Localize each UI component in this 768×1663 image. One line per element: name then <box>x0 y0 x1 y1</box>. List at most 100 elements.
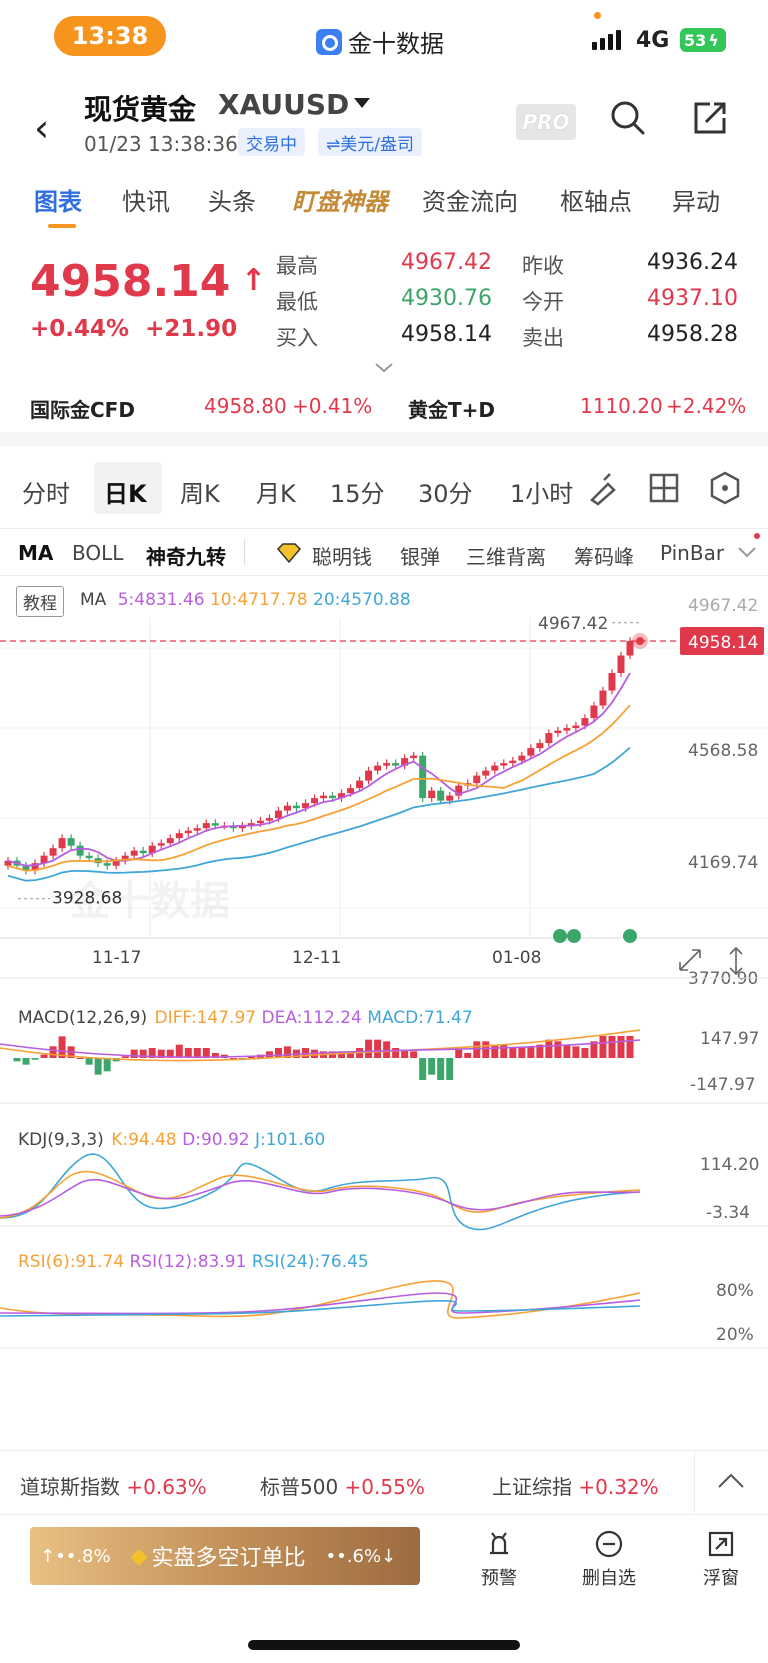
draw-tool-icon[interactable] <box>586 472 620 506</box>
candle <box>31 863 39 871</box>
candle <box>49 848 57 856</box>
indicator-smart-money[interactable]: 聪明钱 <box>312 545 372 569</box>
high-marker: 4967.42 <box>538 614 608 634</box>
ticker-dow[interactable]: 道琼斯指数 +0.63% <box>20 1475 207 1499</box>
candle <box>184 830 192 834</box>
chevron-down-icon[interactable] <box>736 543 758 563</box>
pro-button[interactable]: PRO <box>516 104 576 140</box>
macd-bar <box>22 1058 30 1065</box>
cfd-label[interactable]: 国际金CFD <box>30 398 135 422</box>
ask-value: 4958.28 <box>647 322 738 347</box>
tab-chart[interactable]: 图表 <box>34 188 82 216</box>
period-intraday[interactable]: 分时 <box>22 480 70 508</box>
macd-bar <box>40 1054 48 1058</box>
chart-area[interactable]: 4967.42 4568.58 4169.74 3770.90 4958.14 4967.… <box>0 578 768 1448</box>
expand-chevron-icon[interactable] <box>374 362 394 374</box>
instrument-code[interactable]: XAUUSD <box>218 88 350 121</box>
alert-button[interactable]: 预警 <box>464 1529 534 1590</box>
candle <box>428 790 436 799</box>
quote-datetime: 01/23 13:38:36 <box>84 132 238 156</box>
td-label[interactable]: 黄金T+D <box>408 398 496 422</box>
candle <box>617 655 625 674</box>
signal-icon <box>592 30 621 50</box>
share-icon[interactable] <box>690 98 730 138</box>
macd-bar <box>365 1039 373 1058</box>
candle <box>265 818 273 821</box>
macd-bar <box>202 1048 210 1058</box>
indicator-ma[interactable]: MA <box>18 541 54 565</box>
ticker-sse[interactable]: 上证综指 +0.32% <box>492 1475 659 1499</box>
long-short-ratio-button[interactable]: ↑••.8% ◆ 实盘多空订单比 ••.6%↓ <box>30 1527 420 1585</box>
kdj-d-line <box>0 1178 641 1217</box>
macd-bar <box>58 1036 66 1058</box>
tab-headlines[interactable]: 头条 <box>208 188 256 216</box>
macd-bar <box>518 1048 526 1058</box>
chevron-down-icon[interactable] <box>354 98 370 108</box>
high-label: 最高 <box>276 254 318 278</box>
tab-movement[interactable]: 异动 <box>672 188 720 216</box>
indicator-pinbar[interactable]: PinBar <box>660 541 725 565</box>
candle <box>374 765 382 771</box>
macd-bar <box>347 1051 355 1058</box>
layout-grid-icon[interactable] <box>648 472 680 504</box>
ticker-sp500[interactable]: 标普500 +0.55% <box>260 1475 425 1499</box>
network-type: 4G <box>636 28 670 53</box>
period-daily[interactable]: 日K <box>104 480 147 508</box>
period-30m[interactable]: 30分 <box>418 480 473 508</box>
back-icon[interactable]: ‹ <box>34 106 50 150</box>
macd-bar <box>103 1058 111 1072</box>
candle <box>437 790 445 801</box>
high-value: 4967.42 <box>401 250 492 275</box>
macd-bar <box>626 1036 634 1058</box>
price-change: +0.44% +21.90 <box>30 316 238 342</box>
tutorial-button[interactable]: 教程 <box>16 586 64 617</box>
candle <box>301 803 309 809</box>
indicator-divider <box>244 539 245 565</box>
period-15m[interactable]: 15分 <box>330 480 385 508</box>
settings-hexagon-icon[interactable] <box>708 470 742 506</box>
status-bar: 13:38 金十数据 4G 53 ϟ <box>0 0 768 84</box>
period-selector: 分时 日K 周K 月K 15分 30分 1小时 <box>0 458 768 522</box>
candle <box>139 850 147 854</box>
macd-bar <box>536 1044 544 1058</box>
period-monthly[interactable]: 月K <box>256 480 296 508</box>
watermark: 金十数据 <box>69 879 230 925</box>
indicator-divergence[interactable]: 三维背离 <box>466 545 546 569</box>
search-icon[interactable] <box>608 98 648 138</box>
tab-fund-flow[interactable]: 资金流向 <box>422 188 518 216</box>
open-value: 4937.10 <box>647 286 738 311</box>
tab-pivot[interactable]: 枢轴点 <box>560 188 632 216</box>
cfd-change: +0.41% <box>292 394 373 418</box>
unit-switch[interactable]: ⇌美元/盎司 <box>318 128 422 156</box>
float-window-button[interactable]: 浮窗 <box>686 1529 756 1590</box>
ma5-line <box>7 672 631 867</box>
indicator-td9[interactable]: 神奇九转 <box>146 545 226 569</box>
period-weekly[interactable]: 周K <box>180 480 220 508</box>
candle <box>22 865 30 871</box>
tab-flash[interactable]: 快讯 <box>122 188 170 216</box>
alarm-icon <box>490 1532 508 1555</box>
macd-bar <box>401 1049 409 1058</box>
indicator-chip-peak[interactable]: 筹码峰 <box>574 545 634 569</box>
period-1h[interactable]: 1小时 <box>510 480 574 508</box>
macd-bar <box>157 1049 165 1058</box>
candle <box>310 798 318 804</box>
tab-watch-tool[interactable]: 盯盘神器 <box>292 188 388 216</box>
event-dot <box>623 929 637 943</box>
chevron-up-icon[interactable] <box>716 1471 746 1491</box>
new-dot-badge <box>754 533 760 539</box>
rsi12-line <box>0 1292 641 1315</box>
macd-bar <box>545 1039 553 1058</box>
candle <box>347 788 355 794</box>
indicator-boll[interactable]: BOLL <box>72 541 124 565</box>
macd-bar <box>482 1041 490 1058</box>
candle <box>338 793 346 799</box>
indicator-silver-bullet[interactable]: 银弹 <box>400 545 440 569</box>
rsi-legend: RSI(6):91.74 RSI(12):83.91 RSI(24):76.45 <box>18 1252 369 1272</box>
period-active-bg <box>94 462 162 514</box>
macd-y-top: 147.97 <box>700 1029 759 1049</box>
kline-chart-svg[interactable]: 4967.42 4568.58 4169.74 3770.90 4958.14 4967.… <box>0 578 768 1448</box>
ask-label: 卖出 <box>522 326 564 350</box>
remove-watchlist-button[interactable]: 删自选 <box>574 1529 644 1590</box>
bid-label: 买入 <box>276 326 318 350</box>
